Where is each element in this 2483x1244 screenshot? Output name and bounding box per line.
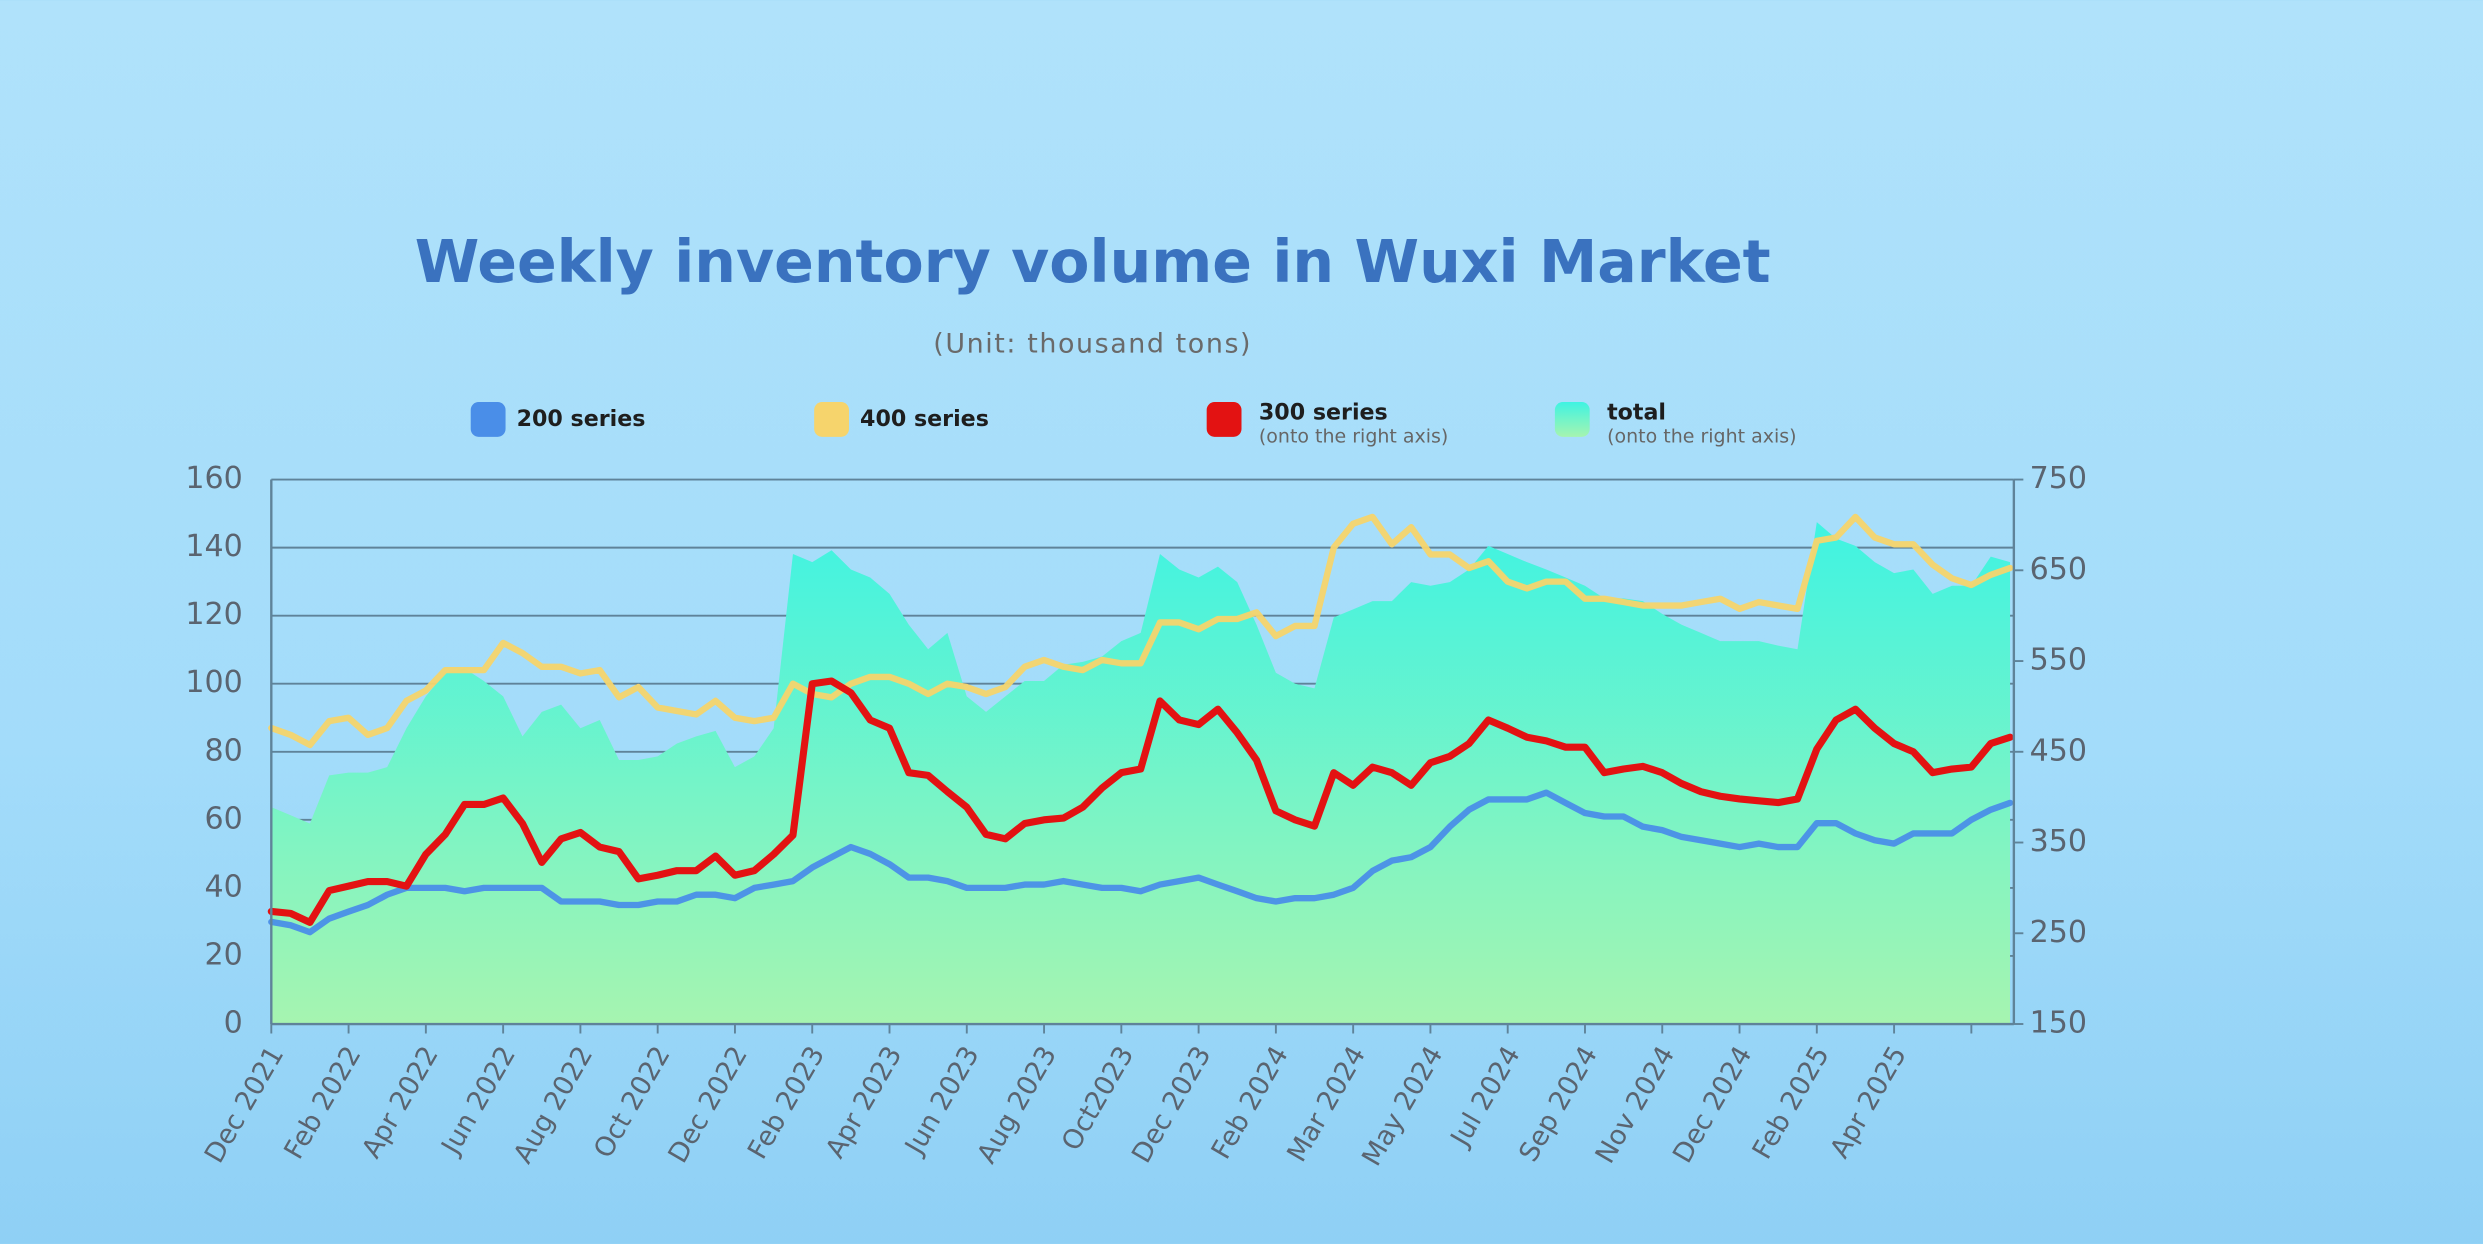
x-tick-label: Jun 2022 (435, 1041, 522, 1161)
plot-area: 0 20 40 60 80 100 120 140 160 150 250 350 450 550 650 7… (185, 461, 2087, 1171)
legend-note: (onto the right axis) (1607, 425, 1796, 447)
legend-label: 400 series (860, 406, 989, 432)
x-tick-label: Jun 2023 (898, 1041, 985, 1161)
legend-label: 300 series (1259, 400, 1388, 426)
x-tick-label: Oct2023 (1056, 1041, 1140, 1156)
series-line (267, 677, 2014, 926)
y-tick-label: 140 (185, 529, 242, 564)
legend-swatch (814, 402, 849, 437)
y-tick-label: 80 (205, 733, 243, 768)
x-tick-label: Aug 2022 (508, 1041, 600, 1169)
x-tick-label: Dec 2024 (1667, 1041, 1758, 1168)
x-tick-label: Jul 2024 (1444, 1041, 1527, 1153)
x-tick-label: Dec 2022 (662, 1041, 753, 1168)
y-tick-label: 120 (185, 597, 242, 632)
legend-label: total (1607, 400, 1666, 426)
x-tick-label: Apr 2025 (1824, 1041, 1913, 1163)
x-tick-label: Feb 2024 (1206, 1041, 1295, 1164)
series-line (268, 513, 2014, 749)
y2-tick-label: 650 (2030, 552, 2087, 587)
legend-swatch (470, 402, 506, 437)
x-tick-label: Mar 2024 (1281, 1041, 1372, 1167)
area (271, 522, 2011, 1025)
y2-tick-label: 550 (2030, 643, 2087, 678)
x-tick-label: Apr 2022 (356, 1041, 445, 1163)
y2-tick-label: 250 (2030, 915, 2087, 950)
chart-subtitle: (Unit: thousand tons) (933, 329, 1252, 360)
chart-title: Weekly inventory volume in Wuxi Market (415, 228, 1771, 296)
legend-note: (onto the right axis) (1259, 425, 1448, 447)
y2-tick-label: 750 (2030, 461, 2087, 496)
series-line (268, 789, 2014, 936)
y-tick-label: 60 (205, 801, 243, 836)
x-tick-label: Feb 2025 (1747, 1041, 1836, 1164)
x-tick-label: Apr 2023 (820, 1041, 909, 1163)
x-tick-label: Aug 2023 (971, 1041, 1063, 1169)
x-tick-label: Dec 2021 (199, 1041, 290, 1168)
y-tick-label: 100 (185, 665, 242, 700)
y-tick-label: 160 (185, 461, 242, 496)
y2-tick-label: 450 (2030, 733, 2087, 768)
x-tick-label: Feb 2022 (278, 1041, 367, 1164)
x-tick-label: Oct 2022 (588, 1041, 677, 1163)
x-tick-label: Feb 2023 (742, 1041, 831, 1164)
legend-swatch (1206, 402, 1242, 437)
legend: 200 series 400 series 300 series(onto the … (470, 400, 1797, 447)
y-tick-label: 40 (205, 869, 243, 904)
y-tick-label: 20 (205, 937, 243, 972)
y-tick-label: 0 (224, 1006, 243, 1041)
x-tick-label: Sep 2024 (1513, 1041, 1604, 1167)
x-tick-label: May 2024 (1356, 1041, 1449, 1171)
y2-tick-label: 150 (2030, 1006, 2087, 1041)
legend-label: 200 series (517, 406, 646, 432)
legend-swatch (1554, 402, 1590, 437)
x-tick-label: Dec 2023 (1126, 1041, 1217, 1168)
y2-tick-label: 350 (2030, 824, 2087, 859)
